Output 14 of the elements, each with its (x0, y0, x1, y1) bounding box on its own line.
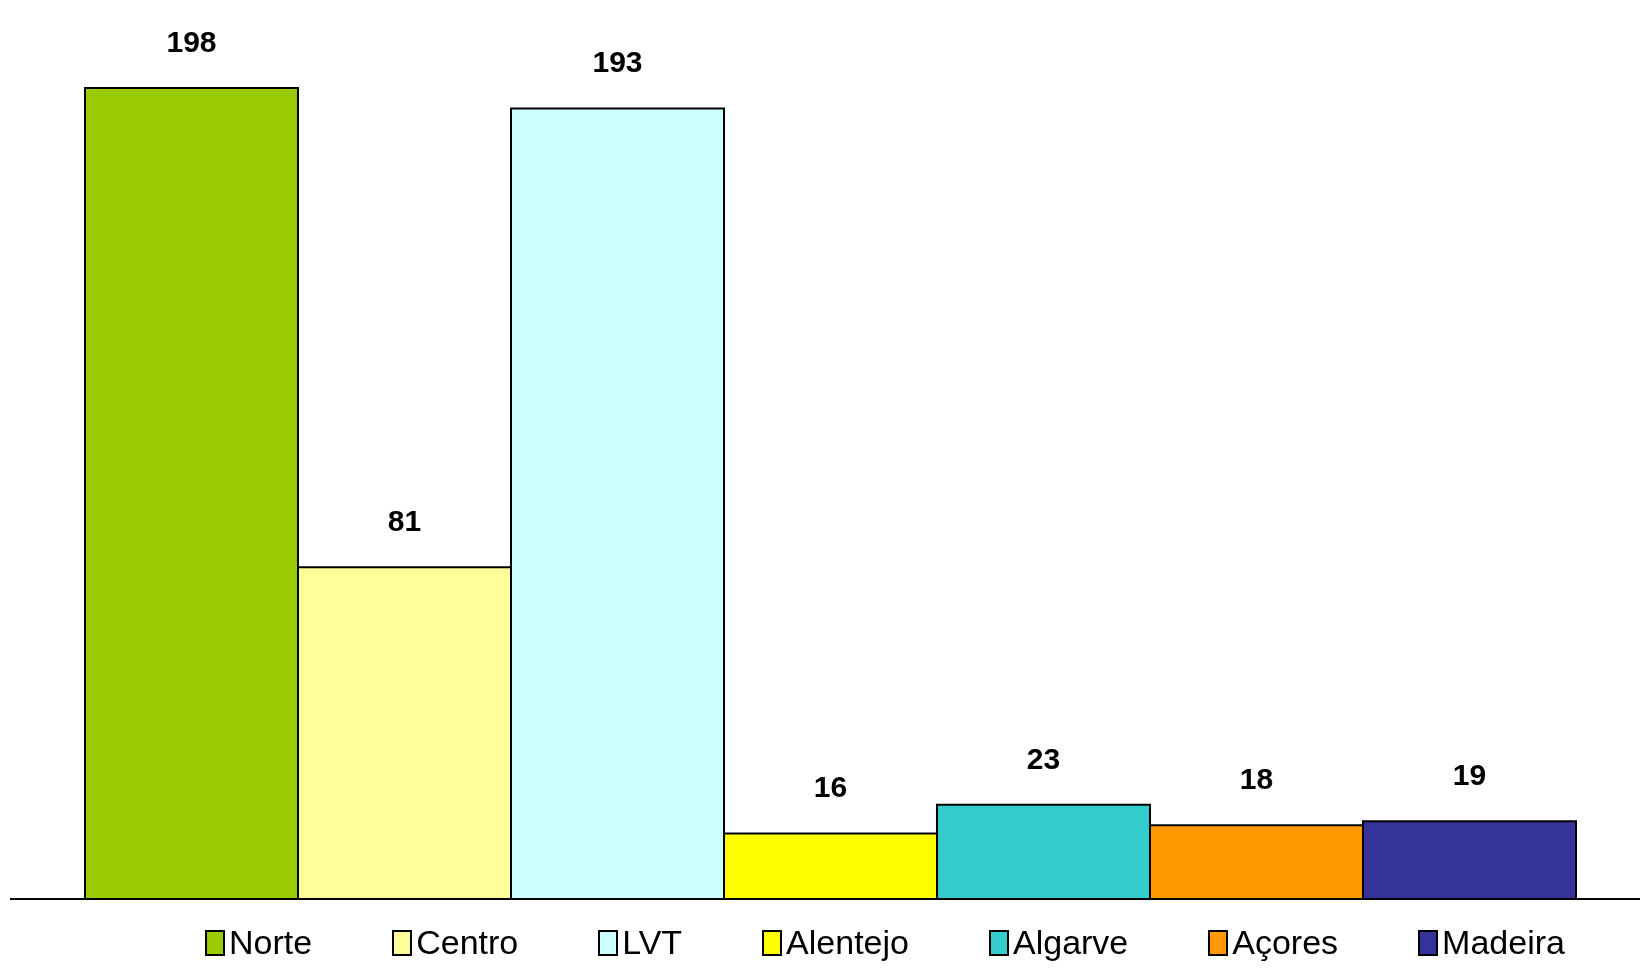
data-label: 193 (592, 45, 643, 79)
legend-label: Madeira (1442, 923, 1565, 962)
data-label: 19 (1452, 758, 1487, 792)
legend-label: Açores (1232, 923, 1339, 962)
data-label: 16 (813, 770, 848, 804)
legend-label: LVT (622, 923, 683, 962)
data-label: 18 (1239, 762, 1274, 796)
data-label: 23 (1026, 741, 1061, 775)
legend-label: Alentejo (786, 923, 909, 962)
data-label: 198 (166, 25, 217, 58)
legend-label: Norte (229, 923, 313, 962)
legend-label: Algarve (1012, 923, 1129, 962)
legend-label: Centro (416, 923, 519, 962)
data-label: 81 (387, 504, 422, 538)
